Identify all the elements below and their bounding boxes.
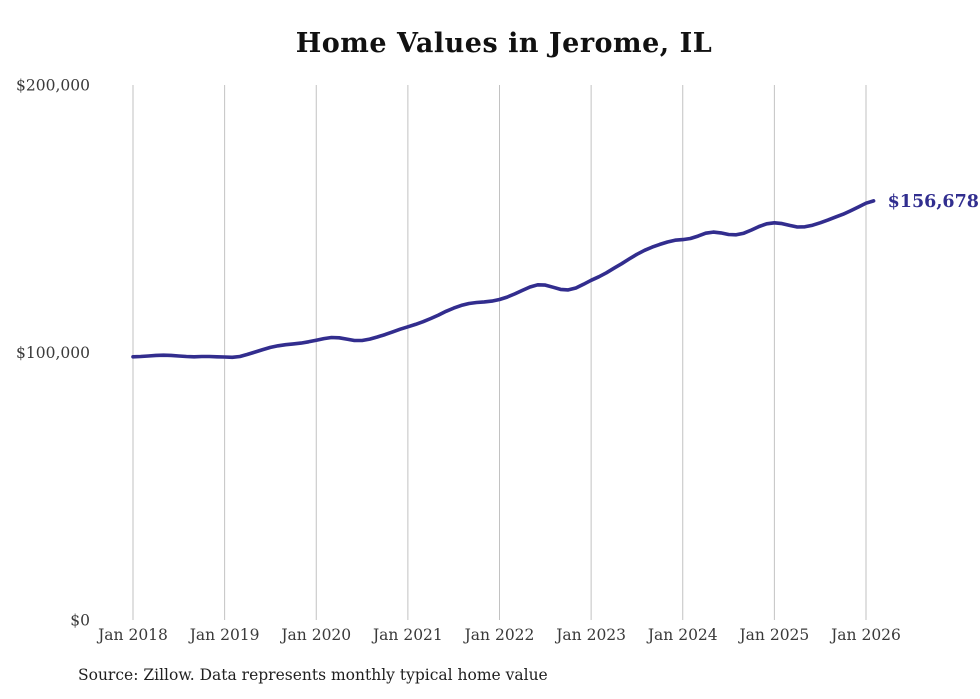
latest-value-label: $156,678 (888, 192, 979, 212)
x-axis-tick-label: Jan 2025 (737, 626, 809, 644)
x-axis-tick-label: Jan 2018 (96, 626, 168, 644)
y-axis-tick-label: $100,000 (16, 344, 90, 362)
x-axis-tick-label: Jan 2021 (371, 626, 443, 644)
x-axis-tick-label: Jan 2024 (646, 626, 718, 644)
y-axis-tick-label: $200,000 (16, 77, 90, 95)
home-values-line-chart: Jan 2018 Jan 2019 Jan 2020 Jan 2021 Jan 2022… (16, 77, 979, 645)
x-axis-tick-label: Jan 2019 (188, 626, 260, 644)
chart-title: Home Values in Jerome, IL (295, 28, 713, 59)
x-axis-tick-label: Jan 2022 (463, 626, 535, 644)
x-axis-tick-label: Jan 2020 (279, 626, 351, 644)
home-value-line (131, 199, 876, 360)
y-axis-tick-label: $0 (70, 612, 90, 630)
x-axis-tick-label: Jan 2023 (554, 626, 626, 644)
x-axis-tick-label: Jan 2026 (829, 626, 901, 644)
source-note: Source: Zillow. Data represents monthly … (78, 666, 548, 684)
